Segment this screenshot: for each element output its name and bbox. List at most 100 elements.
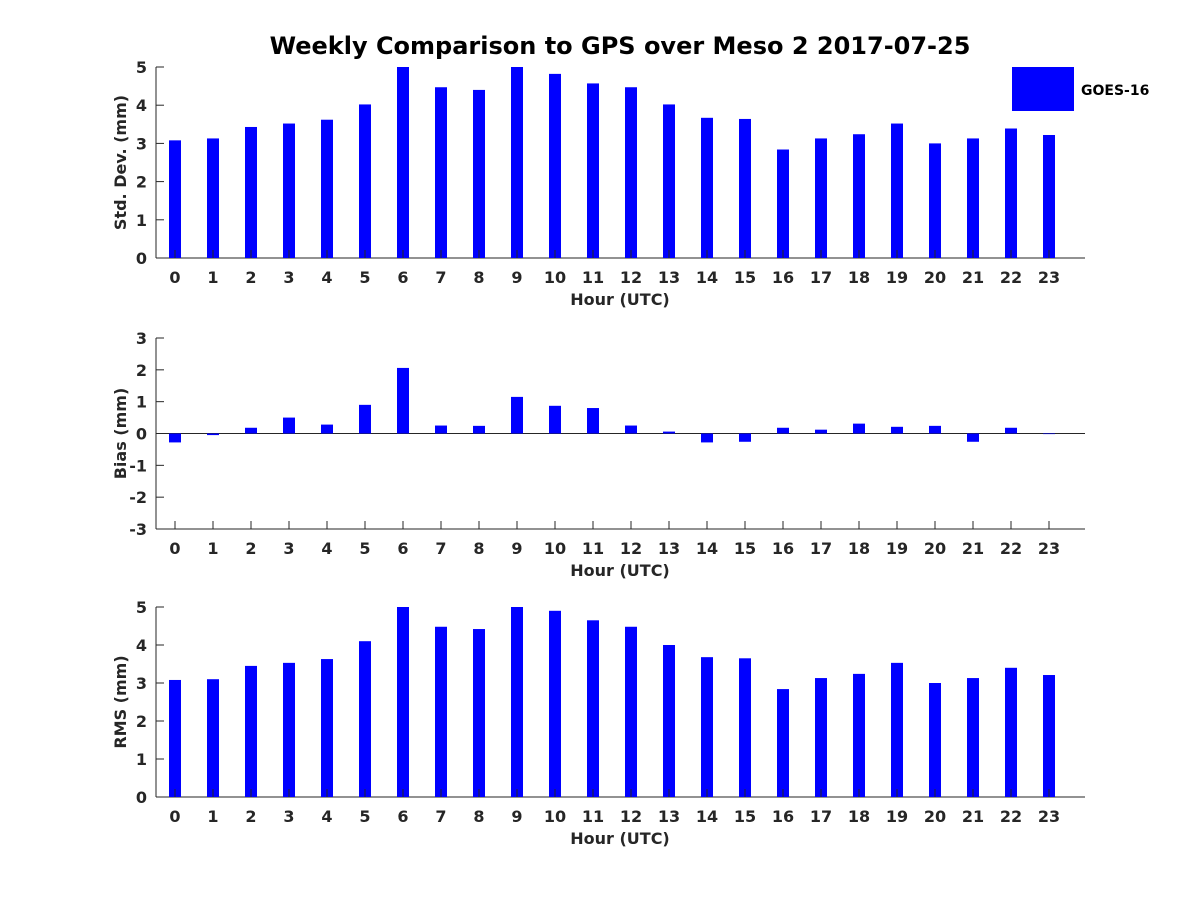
- bar-hour-6: [397, 367, 409, 434]
- bar-hour-22: [1005, 427, 1017, 434]
- bar-hour-21: [967, 138, 979, 258]
- y-tick-label: 5: [136, 58, 147, 77]
- bar-hour-3: [283, 417, 295, 434]
- bar-hour-11: [587, 620, 599, 797]
- bar-hour-13: [663, 645, 675, 797]
- x-tick-label: 23: [1038, 539, 1060, 558]
- y-tick-label: 4: [136, 96, 147, 115]
- y-tick-label: -3: [129, 520, 147, 539]
- bar-hour-4: [321, 119, 333, 258]
- y-tick-label: 1: [136, 393, 147, 412]
- y-tick-label: 4: [136, 636, 147, 655]
- x-tick-label: 8: [473, 539, 484, 558]
- x-tick-label: 20: [924, 268, 946, 287]
- bar-hour-0: [169, 679, 181, 797]
- bar-hour-5: [359, 404, 371, 434]
- bar-hour-9: [511, 607, 523, 797]
- x-tick-label: 15: [734, 539, 756, 558]
- x-tick-label: 6: [397, 807, 408, 826]
- x-tick-label: 19: [886, 268, 908, 287]
- x-tick-label: 17: [810, 539, 832, 558]
- bar-hour-2: [245, 665, 257, 797]
- x-tick-label: 22: [1000, 539, 1022, 558]
- x-tick-label: 7: [435, 539, 446, 558]
- bar-hour-10: [549, 610, 561, 797]
- y-tick-label: 2: [136, 173, 147, 192]
- x-tick-label: 8: [473, 268, 484, 287]
- x-tick-label: 16: [772, 539, 794, 558]
- bar-hour-9: [511, 67, 523, 258]
- x-axis-label: Hour (UTC): [570, 829, 670, 848]
- bar-hour-12: [625, 87, 637, 258]
- x-tick-label: 7: [435, 268, 446, 287]
- x-tick-label: 13: [658, 539, 680, 558]
- bar-hour-15: [739, 658, 751, 797]
- x-tick-label: 0: [169, 807, 180, 826]
- bar-hour-14: [701, 117, 713, 258]
- bar-hour-12: [625, 425, 637, 434]
- x-tick-label: 22: [1000, 268, 1022, 287]
- bar-hour-5: [359, 641, 371, 797]
- y-tick-label: 2: [136, 361, 147, 380]
- x-tick-label: 12: [620, 539, 642, 558]
- y-axis-label: Std. Dev. (mm): [111, 95, 130, 230]
- x-tick-label: 20: [924, 539, 946, 558]
- y-axis-label: Bias (mm): [111, 388, 130, 480]
- x-tick-label: 17: [810, 268, 832, 287]
- bar-hour-10: [549, 73, 561, 258]
- x-tick-label: 21: [962, 807, 984, 826]
- x-tick-label: 15: [734, 268, 756, 287]
- y-tick-label: 2: [136, 712, 147, 731]
- x-tick-label: 11: [582, 268, 604, 287]
- x-tick-label: 7: [435, 807, 446, 826]
- x-tick-label: 12: [620, 268, 642, 287]
- y-tick-label: -1: [129, 456, 147, 475]
- bar-hour-19: [891, 123, 903, 258]
- bar-hour-23: [1043, 675, 1055, 797]
- bar-hour-17: [815, 678, 827, 797]
- x-tick-label: 3: [283, 539, 294, 558]
- bar-hour-22: [1005, 667, 1017, 797]
- bar-hour-0: [169, 433, 181, 443]
- x-tick-label: 10: [544, 807, 566, 826]
- x-tick-label: 15: [734, 807, 756, 826]
- bar-hour-13: [663, 431, 675, 434]
- x-tick-label: 19: [886, 807, 908, 826]
- x-tick-label: 16: [772, 807, 794, 826]
- x-tick-label: 8: [473, 807, 484, 826]
- bar-hour-3: [283, 123, 295, 258]
- legend-label: GOES-16: [1081, 83, 1149, 99]
- x-tick-label: 4: [321, 539, 332, 558]
- y-axis-label: RMS (mm): [111, 655, 130, 748]
- x-tick-label: 14: [696, 539, 718, 558]
- bar-hour-6: [397, 607, 409, 797]
- x-axis-label: Hour (UTC): [570, 561, 670, 580]
- bar-hour-4: [321, 659, 333, 797]
- bar-hour-13: [663, 104, 675, 258]
- x-tick-label: 6: [397, 539, 408, 558]
- y-tick-label: 3: [136, 329, 147, 348]
- bar-hour-1: [207, 138, 219, 258]
- bar-hour-7: [435, 87, 447, 258]
- x-tick-label: 0: [169, 268, 180, 287]
- bar-hour-1: [207, 679, 219, 797]
- bar-hour-7: [435, 425, 447, 434]
- x-tick-label: 23: [1038, 268, 1060, 287]
- x-tick-label: 1: [207, 268, 218, 287]
- x-axis-label: Hour (UTC): [570, 290, 670, 309]
- x-tick-label: 10: [544, 539, 566, 558]
- x-tick-label: 2: [245, 807, 256, 826]
- bar-hour-2: [245, 126, 257, 258]
- bar-hour-9: [511, 396, 523, 434]
- x-tick-label: 1: [207, 539, 218, 558]
- bar-hour-12: [625, 626, 637, 797]
- x-tick-label: 18: [848, 807, 870, 826]
- x-tick-label: 4: [321, 268, 332, 287]
- x-tick-label: 1: [207, 807, 218, 826]
- y-tick-label: 0: [136, 249, 147, 268]
- y-tick-label: 1: [136, 750, 147, 769]
- bar-hour-14: [701, 657, 713, 797]
- bar-hour-10: [549, 405, 561, 434]
- x-tick-label: 23: [1038, 807, 1060, 826]
